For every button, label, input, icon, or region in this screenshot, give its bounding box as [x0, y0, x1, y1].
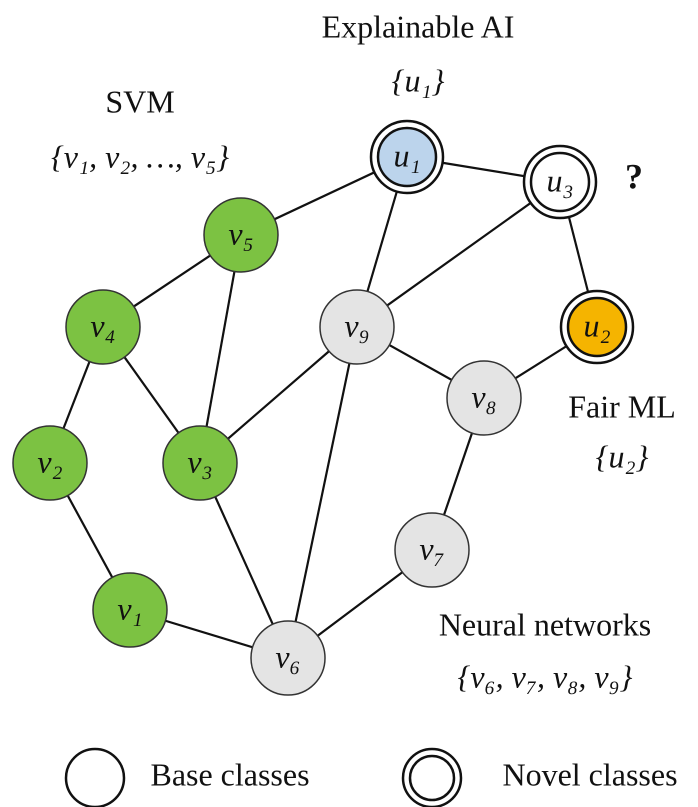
group-set: {v₆, v₇, v₈, v₉} — [458, 658, 633, 694]
node-label: v₄ — [90, 307, 115, 343]
node-label: u₂ — [583, 307, 610, 343]
node-label: u₁ — [393, 137, 420, 173]
node — [12, 425, 88, 501]
group-name: Fair ML — [568, 388, 676, 424]
node — [250, 620, 326, 696]
legend-base-icon — [64, 747, 126, 807]
node — [529, 151, 591, 213]
edge — [198, 234, 243, 464]
node-label: v₅ — [228, 215, 253, 251]
node — [394, 512, 470, 588]
node-label: v₂ — [37, 443, 62, 479]
node-label: v₃ — [187, 443, 212, 479]
group-set: {u₁} — [392, 62, 445, 98]
node — [162, 425, 238, 501]
edge — [356, 181, 561, 328]
node-label: v₇ — [419, 530, 444, 566]
node — [65, 289, 141, 365]
node — [92, 572, 168, 648]
legend-base: Base classes — [150, 756, 309, 792]
node — [446, 360, 522, 436]
node — [203, 197, 279, 273]
edge — [286, 326, 359, 659]
node-label: u₃ — [546, 162, 573, 198]
legend-novel-icon-inner — [408, 754, 456, 802]
group-set: {v₁, v₂, …, v₅} — [51, 138, 229, 174]
node — [566, 296, 628, 358]
nodes: u₁ u₃ u₂ v₅ v₄ v₉ v₈ v₂ v₃ v₇ v₁ v₆ — [12, 119, 635, 696]
question-mark: ? — [625, 156, 643, 196]
group-name: Explainable AI — [322, 8, 515, 44]
node — [376, 126, 438, 188]
node-label: v₆ — [275, 638, 300, 674]
group-name: Neural networks — [439, 606, 651, 642]
legend-novel: Novel classes — [502, 756, 677, 792]
group-set: {u₂} — [596, 438, 649, 474]
node-label: v₈ — [471, 378, 496, 414]
node-label: v₉ — [344, 307, 369, 343]
node — [319, 289, 395, 365]
group-name: SVM — [105, 83, 174, 119]
node-label: v₁ — [117, 590, 142, 626]
